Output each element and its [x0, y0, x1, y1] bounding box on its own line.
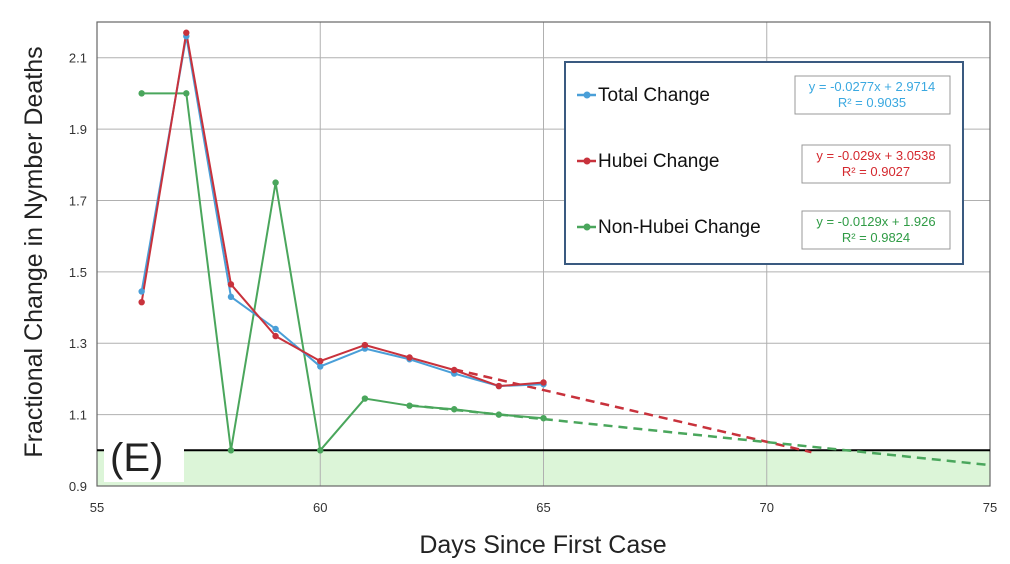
- data-point-series-1: [317, 357, 324, 365]
- data-point-series-1: [361, 341, 369, 349]
- y-tick-label: 0.9: [69, 479, 87, 494]
- data-point-series-1: [451, 366, 458, 374]
- data-point-series-0: [227, 293, 235, 301]
- y-tick-label: 1.3: [69, 336, 87, 351]
- data-point-series-2: [406, 402, 413, 409]
- x-tick-label: 75: [983, 500, 997, 515]
- hubei-trend-equation: y = -0.029x + 3.0538: [816, 148, 935, 163]
- legend: Total Change y = -0.0277x + 2.9714 R² = …: [564, 61, 964, 265]
- plot-area-frame: [96, 21, 991, 487]
- x-tick-label: 55: [90, 500, 104, 515]
- hubei-trend-r2: R² = 0.9027: [842, 164, 910, 179]
- non-hubei-trend-r2: R² = 0.9824: [842, 230, 910, 245]
- data-point-series-0: [138, 288, 145, 295]
- y-tick-label: 2.1: [69, 51, 87, 66]
- total-equation-box: [794, 75, 951, 115]
- data-point-series-1: [406, 354, 413, 361]
- legend-item-total: Total Change y = -0.0277x + 2.9714 R² = …: [577, 75, 951, 115]
- panel-label-background: [104, 430, 184, 482]
- data-point-series-2: [272, 179, 279, 186]
- y-tick-label: 1.5: [69, 265, 87, 280]
- y-tick-label: 1.9: [69, 122, 87, 137]
- legend-item-non-hubei: Non-Hubei Change y = -0.0129x + 1.926 R²…: [577, 210, 951, 250]
- legend-hubei-label: Hubei Change: [598, 151, 719, 172]
- non-hubei-equation-box: [801, 210, 951, 250]
- data-point-series-2: [451, 406, 458, 413]
- series-line-1: [140, 31, 544, 388]
- data-point-series-1: [272, 332, 279, 340]
- y-tick-label: 1.7: [69, 193, 87, 208]
- legend-item-hubei: Hubei Change y = -0.029x + 3.0538 R² = 0…: [577, 144, 951, 184]
- hubei-equation-box: [801, 144, 951, 184]
- data-point-series-2: [361, 395, 369, 402]
- data-point-series-1: [495, 382, 503, 390]
- legend-total-label: Total Change: [598, 85, 710, 106]
- x-tick-label: 65: [536, 500, 550, 515]
- data-point-series-0: [272, 325, 279, 333]
- data-point-series-2: [495, 411, 503, 418]
- y-tick-label: 1.1: [69, 408, 87, 423]
- total-trend-r2: R² = 0.9035: [838, 95, 906, 110]
- data-point-series-2: [227, 447, 235, 454]
- x-axis-title: Days Since First Case: [419, 531, 666, 559]
- data-point-series-1: [183, 29, 190, 36]
- legend-non-hubei-label: Non-Hubei Change: [598, 217, 761, 238]
- x-axis-ticks: 55 60 65 70 75: [90, 500, 997, 515]
- series-line-0: [140, 35, 544, 388]
- data-point-series-2: [183, 90, 190, 97]
- legend-total-marker: [583, 91, 591, 99]
- panel-label: (E): [110, 436, 163, 480]
- y-axis-ticks: 0.9 1.1 1.3 1.5 1.7 1.9 2.1: [69, 51, 87, 494]
- total-trend-equation: y = -0.0277x + 2.9714: [809, 79, 935, 94]
- data-series: [138, 29, 547, 454]
- data-point-series-2: [138, 90, 145, 97]
- data-point-series-1: [540, 379, 547, 386]
- data-point-series-1: [138, 298, 145, 306]
- legend-non-hubei-marker: [583, 223, 591, 231]
- trendline-series-1: [453, 368, 812, 454]
- data-point-series-2: [317, 447, 324, 454]
- data-point-series-0: [317, 363, 324, 370]
- data-point-series-1: [227, 281, 235, 288]
- legend-hubei-marker: [583, 157, 591, 165]
- data-point-series-2: [540, 414, 547, 422]
- x-tick-label: 60: [313, 500, 327, 515]
- y-axis-title: Fractional Change in Nymber Deaths: [20, 46, 48, 457]
- x-tick-label: 70: [760, 500, 774, 515]
- non-hubei-trend-equation: y = -0.0129x + 1.926: [816, 214, 935, 229]
- series-line-2: [141, 92, 544, 452]
